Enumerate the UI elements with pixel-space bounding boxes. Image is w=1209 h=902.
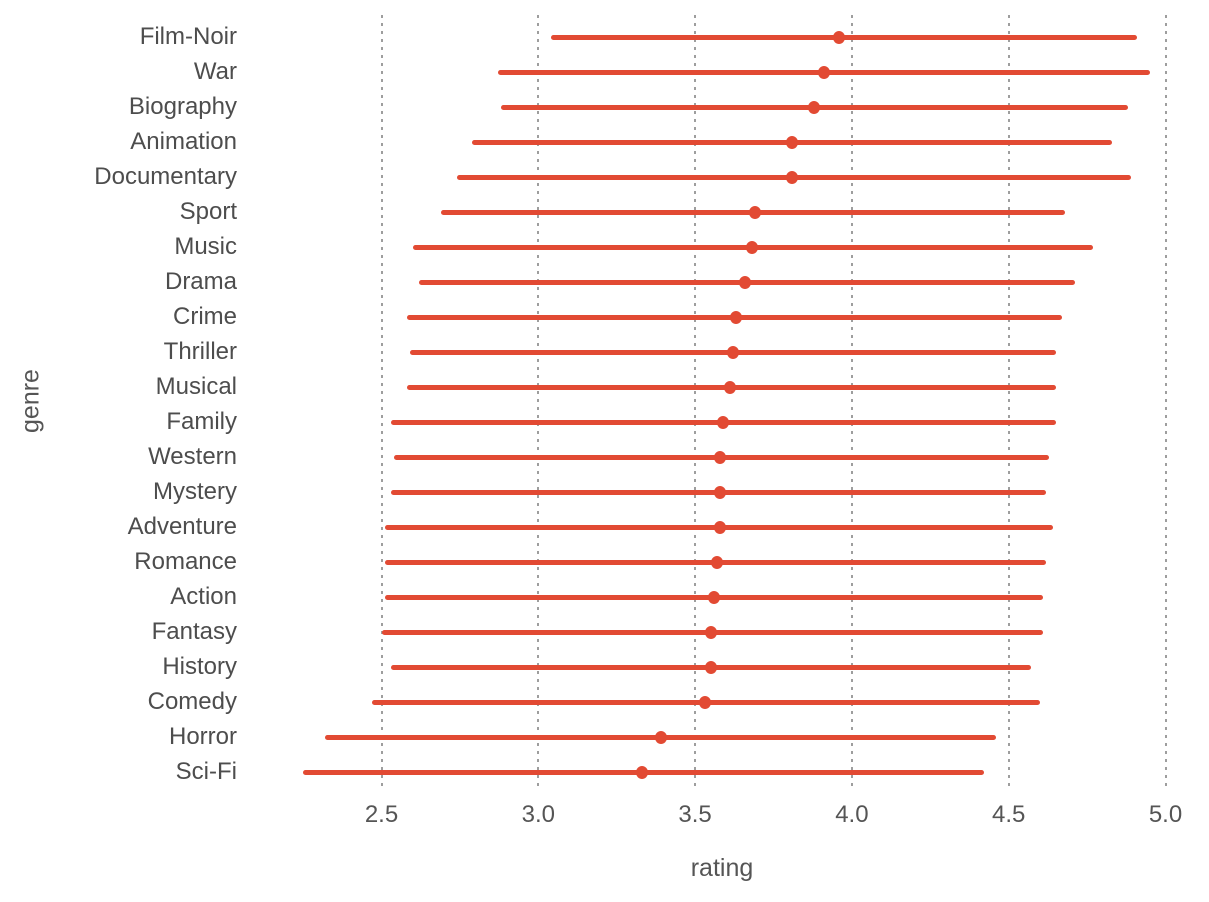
y-category-label: Comedy [147, 688, 237, 715]
rating-point-dot [717, 415, 730, 429]
y-category-label: Fantasy [151, 618, 237, 645]
rating-point-dot [726, 345, 739, 359]
rating-point-dot [745, 240, 758, 254]
y-category-label: Drama [164, 268, 237, 295]
y-category-label: Film-Noir [139, 23, 237, 50]
rating-point-dot [739, 275, 752, 289]
x-gridline [694, 15, 697, 789]
y-category-label: Romance [134, 548, 237, 575]
y-category-label: Action [170, 583, 237, 610]
y-category-label: Adventure [127, 513, 237, 540]
rating-point-dot [635, 765, 648, 779]
x-tick-label: 2.5 [364, 801, 399, 828]
rating-point-dot [748, 205, 761, 219]
rating-point-dot [714, 520, 727, 534]
y-category-label: Horror [168, 723, 237, 750]
y-category-label: Biography [128, 93, 237, 120]
rating-point-dot [714, 485, 727, 499]
y-category-label: War [193, 58, 237, 85]
y-category-label: History [162, 653, 237, 680]
y-category-label: Sport [179, 198, 237, 225]
rating-point-dot [654, 730, 667, 744]
x-gridline [537, 15, 540, 789]
x-gridline [380, 15, 383, 789]
x-tick-label: 4.0 [835, 801, 869, 828]
x-tick-label: 3.0 [521, 801, 555, 828]
rating-point-dot [817, 65, 830, 79]
y-category-label: Family [166, 408, 237, 435]
x-gridline [1164, 15, 1167, 789]
y-category-label: Thriller [163, 338, 237, 365]
rating-point-dot [714, 450, 727, 464]
y-category-label: Western [148, 443, 237, 470]
rating-point-dot [786, 170, 799, 184]
x-axis-title: rating [690, 854, 754, 882]
y-category-label: Musical [155, 373, 237, 400]
rating-point-dot [704, 660, 717, 674]
rating-point-dot [808, 100, 821, 114]
rating-point-dot [723, 380, 736, 394]
rating-point-dot [833, 30, 846, 44]
rating-point-dot [711, 555, 724, 569]
y-category-label: Animation [130, 128, 237, 155]
rating-point-dot [786, 135, 799, 149]
y-category-label: Documentary [94, 163, 237, 190]
y-category-label: Crime [173, 303, 237, 330]
y-category-label: Sci-Fi [175, 758, 237, 785]
y-axis-title: genre [16, 369, 45, 433]
x-tick-label: 3.5 [678, 801, 712, 828]
rating-point-dot [707, 590, 720, 604]
x-gridline [850, 15, 853, 789]
y-category-label: Music [174, 233, 237, 260]
rating-point-dot [729, 310, 742, 324]
rating-point-dot [704, 625, 717, 639]
x-gridline [1007, 15, 1010, 789]
y-category-label: Mystery [153, 478, 237, 505]
x-tick-label: 4.5 [992, 801, 1026, 828]
rating-point-dot [698, 695, 711, 709]
x-tick-label: 5.0 [1148, 801, 1183, 828]
